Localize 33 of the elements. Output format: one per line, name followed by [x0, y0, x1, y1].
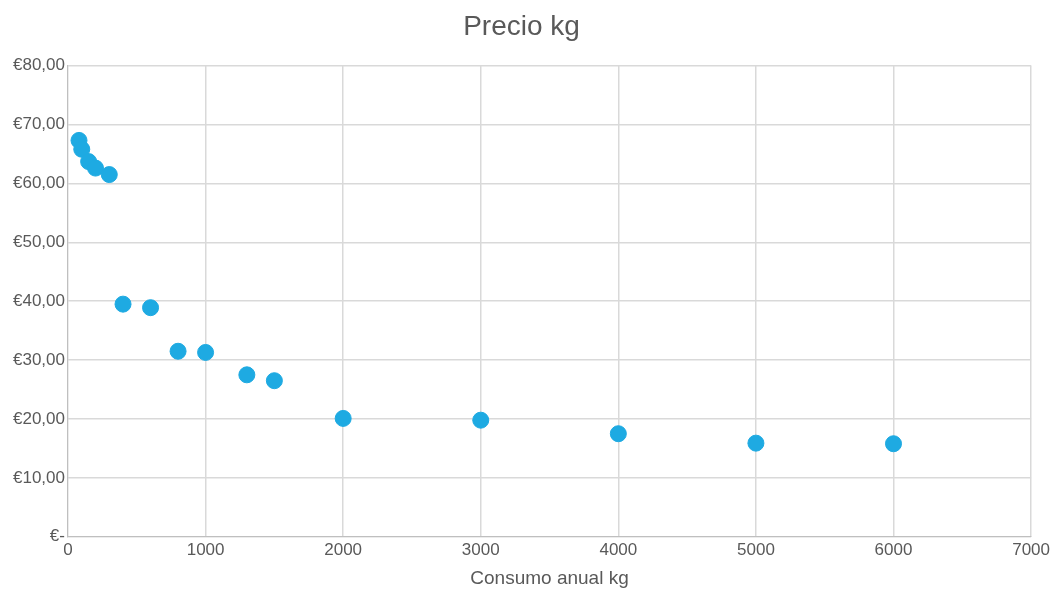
point	[169, 342, 187, 360]
point	[472, 411, 490, 429]
x-tick-label: 5000	[737, 539, 775, 559]
y-tick-label: €70,00	[13, 114, 65, 134]
point	[114, 295, 132, 313]
point	[73, 140, 91, 158]
x-tick-label: 1000	[186, 539, 225, 559]
point	[885, 435, 903, 453]
y-tick-label: €30,00	[13, 349, 65, 369]
x-tick-label: 7000	[1012, 539, 1050, 559]
x-tick-label: 4000	[599, 539, 638, 559]
x-tick-label: 2000	[324, 539, 363, 559]
point	[238, 366, 256, 384]
point	[265, 372, 283, 390]
point	[100, 166, 118, 184]
point	[87, 159, 105, 177]
point	[142, 299, 160, 317]
y-tick-label: €50,00	[13, 231, 65, 251]
chart-title: Precio kg	[463, 9, 580, 41]
point	[334, 409, 352, 427]
y-tick-label: €20,00	[13, 408, 65, 428]
point	[197, 343, 215, 361]
y-tick-label: €60,00	[13, 173, 65, 193]
point	[747, 434, 765, 452]
x-tick-label: 0	[63, 539, 73, 559]
y-tick-label: €40,00	[13, 290, 65, 310]
y-tick-label: €-	[49, 526, 65, 546]
x-tick-label: 6000	[874, 539, 913, 559]
x-tick-label: 3000	[461, 539, 500, 559]
y-tick-label: €10,00	[13, 467, 65, 487]
point	[609, 425, 627, 443]
x-axis-title: Consumo anual kg	[470, 566, 629, 588]
y-tick-label: €80,00	[13, 55, 65, 75]
